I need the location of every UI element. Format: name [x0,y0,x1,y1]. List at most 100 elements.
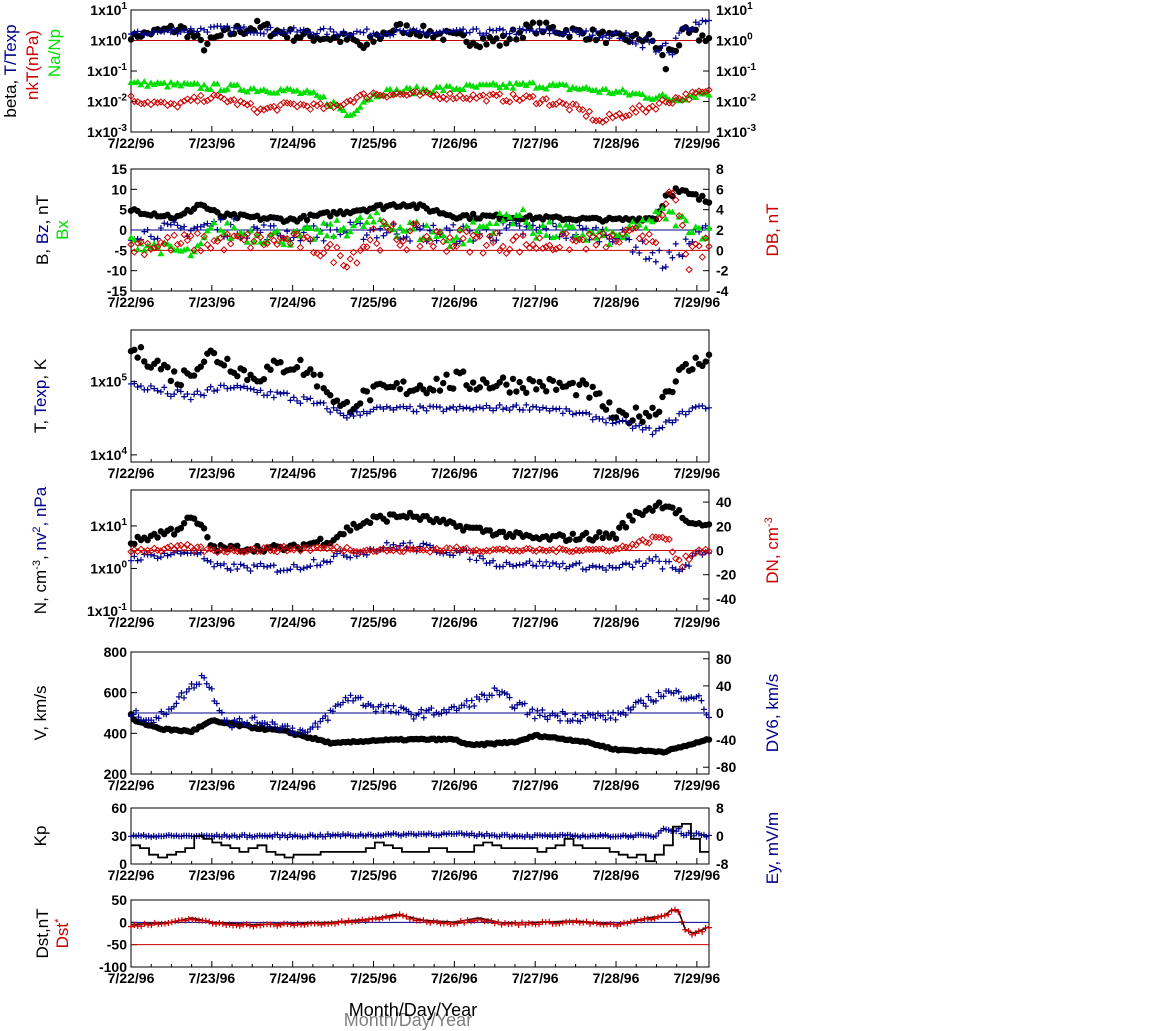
data-point [607,715,614,722]
data-point [436,95,444,103]
y-tick-label-right: 1x10-1 [716,62,756,79]
data-point [453,233,461,240]
data-point [343,98,351,106]
data-point [294,397,301,404]
data-point [606,35,613,42]
data-point [230,224,238,231]
data-point [168,919,175,926]
data-point [379,218,388,226]
data-point [577,718,584,725]
data-point [297,566,304,573]
x-tick-label: 7/27/96 [512,777,559,793]
data-point [346,228,354,235]
data-point [217,226,225,233]
data-point [372,708,379,715]
data-point [666,49,673,56]
data-point [705,91,713,98]
data-point [593,413,600,420]
data-point [622,524,630,531]
x-tick-label: 7/23/96 [188,465,235,481]
data-point [535,234,544,242]
data-point [612,414,620,421]
y-axis-label: Kp [31,826,50,847]
data-point [164,221,171,228]
data-point [652,258,659,265]
data-point [164,552,171,559]
data-point [659,393,666,401]
data-point [309,544,318,552]
data-point [306,235,315,244]
data-point [666,558,673,565]
data-point [190,515,198,522]
x-tick-label: 7/23/96 [188,867,235,883]
data-point [525,244,534,252]
data-point [137,238,145,246]
data-point [180,230,188,239]
series-dot [127,185,713,225]
data-point [682,217,690,224]
data-point [529,240,537,249]
data-point [592,117,600,125]
data-point [270,562,277,569]
data-point [312,720,319,727]
data-point [589,229,597,236]
data-point [522,81,530,88]
data-point [140,548,148,556]
data-point [469,91,477,99]
data-point [655,92,663,99]
y-tick-label: 1x10-2 [87,93,127,110]
data-point [476,43,483,51]
data-point [357,694,364,701]
data-point [345,917,352,924]
data-point [533,226,540,233]
data-point [207,545,215,553]
data-point [244,719,251,726]
data-point [170,81,178,88]
data-point [223,98,232,106]
data-point [370,406,377,413]
data-point [483,402,490,409]
data-point [629,248,636,255]
data-point [661,912,668,919]
data-point [672,222,680,229]
data-point [287,397,294,404]
x-tick-label: 7/24/96 [269,777,316,793]
data-point [602,39,610,47]
data-point [572,232,580,239]
data-point [420,540,427,547]
data-point [186,685,193,692]
data-point [692,89,700,97]
data-point [669,419,676,426]
data-point [154,387,161,394]
data-point [174,387,181,394]
data-point [513,402,520,409]
data-point [539,383,547,390]
data-point [589,383,596,391]
data-point [655,533,663,542]
data-point [433,232,441,239]
data-point [545,241,554,250]
data-point [596,563,603,570]
data-point [276,544,285,552]
data-point [187,25,194,32]
data-point [606,562,613,569]
data-point [307,395,314,402]
data-point [669,388,676,396]
data-point [639,91,647,98]
data-point [167,22,175,30]
x-tick-label: 7/26/96 [431,135,478,151]
data-point [500,406,507,413]
data-point [612,29,619,36]
data-point [157,388,164,395]
data-point [263,239,271,248]
data-point [490,557,497,564]
data-point [450,221,457,228]
data-point [617,921,624,928]
data-point [137,344,145,351]
data-point [646,255,653,262]
data-point [410,915,417,922]
x-tick-label: 7/24/96 [269,614,316,630]
data-point [672,906,678,913]
data-point [177,239,185,248]
x-tick-label: 7/24/96 [269,294,316,310]
